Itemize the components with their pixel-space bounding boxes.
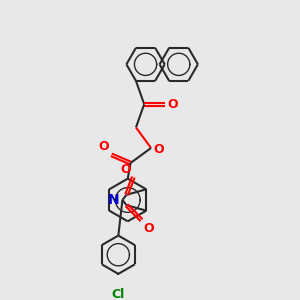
Text: O: O [154,143,164,156]
Text: O: O [144,222,154,235]
Text: Cl: Cl [112,288,125,300]
Text: O: O [167,98,178,111]
Text: N: N [107,193,119,207]
Text: O: O [98,140,109,154]
Text: O: O [121,163,131,176]
